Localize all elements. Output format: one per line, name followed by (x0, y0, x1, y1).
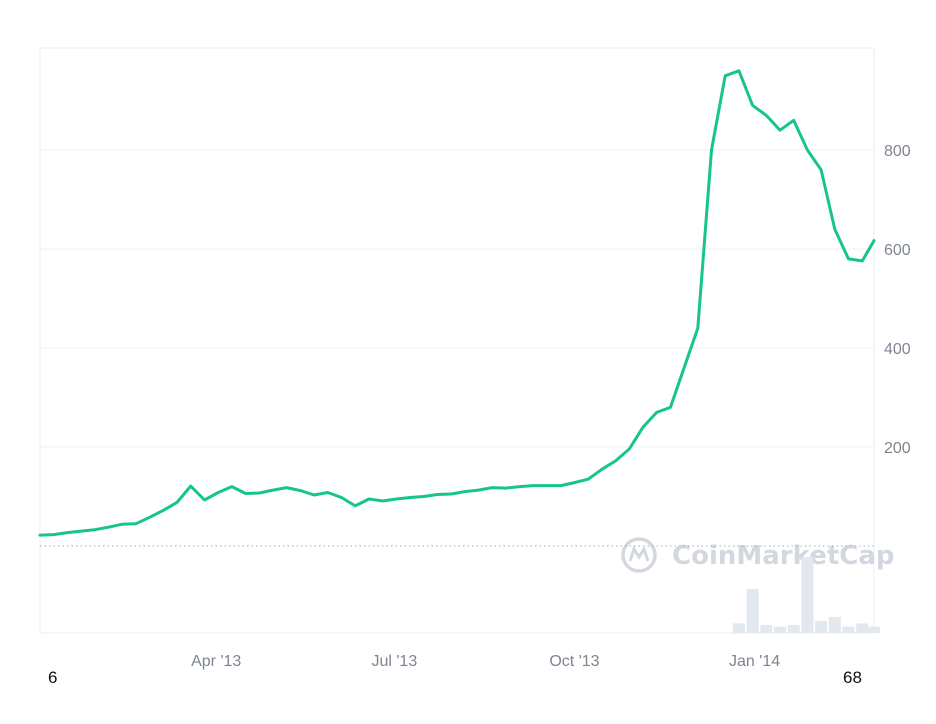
x-tick-label: Jan '14 (729, 653, 780, 670)
volume-bar (828, 617, 841, 633)
volume-bar (842, 626, 855, 633)
volume-bar (774, 626, 787, 633)
gridlines (39, 47, 875, 634)
volume-bar (815, 621, 828, 633)
plot-frame (39, 47, 875, 634)
price-line (38, 69, 876, 537)
y-tick-label: 600 (884, 242, 911, 259)
x-axis-labels: Apr '13 Jul '13 Oct '13 Jan '14 (191, 653, 780, 670)
y-tick-label: 800 (884, 143, 911, 160)
volume-bar (868, 626, 880, 633)
volume-bar (787, 625, 800, 633)
y-tick-label: 400 (884, 341, 911, 358)
volume-bar (732, 623, 745, 633)
volume-bar (856, 623, 869, 633)
end-value-label: 68 (843, 668, 862, 687)
y-tick-label: 200 (884, 440, 911, 457)
coinmarketcap-watermark: CoinMarketCap (621, 537, 895, 573)
x-tick-label: Apr '13 (191, 653, 241, 670)
volume-bars (732, 557, 880, 633)
y-axis-labels: 200 400 600 800 (884, 143, 911, 457)
start-value-label: 6 (48, 668, 57, 687)
coinmarketcap-logo-icon (621, 537, 657, 573)
x-tick-label: Oct '13 (549, 653, 599, 670)
volume-bar (760, 625, 773, 633)
series-layer (38, 69, 876, 537)
volume-bar (801, 557, 814, 633)
volume-bar (746, 589, 759, 633)
x-tick-label: Jul '13 (371, 653, 417, 670)
